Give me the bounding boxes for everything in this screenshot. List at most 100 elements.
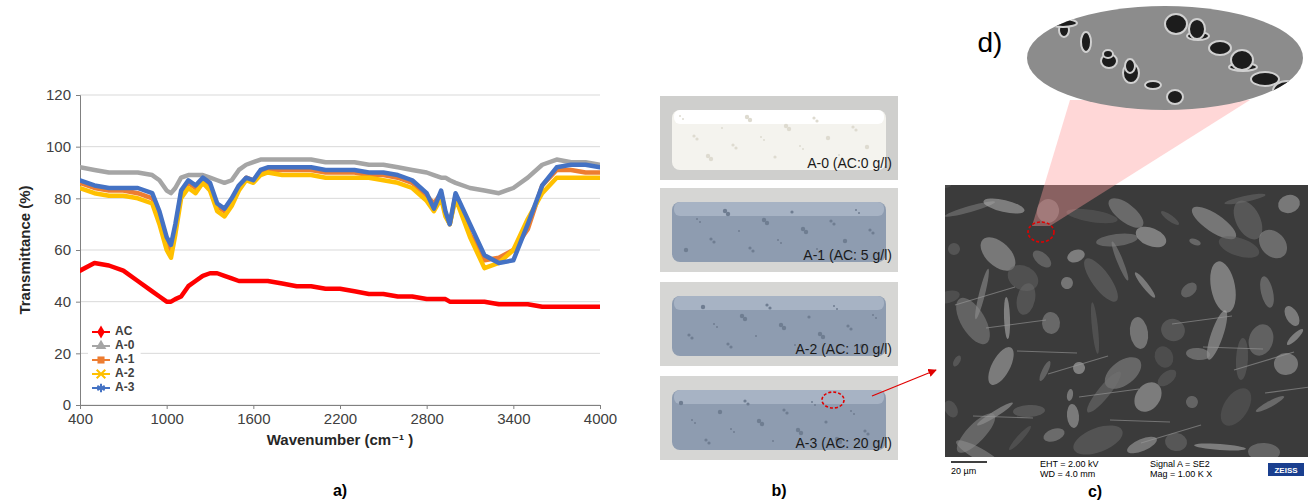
x-tick: 4000 (584, 405, 617, 427)
sample-pore (782, 326, 786, 330)
sem-feature (1254, 394, 1285, 414)
sem-info-bar (945, 457, 1308, 481)
sem-feature (1184, 394, 1201, 411)
sample-pore (718, 410, 722, 414)
sem-texture (945, 185, 1308, 457)
sample-pore (802, 148, 804, 150)
grid-line (80, 95, 600, 96)
sample-pore (799, 145, 801, 147)
sample-pore (713, 323, 715, 325)
photo: A-0 (AC:0 g/l) (660, 96, 898, 180)
sample-pore (790, 210, 793, 213)
y-tick-label: 80 (54, 190, 71, 207)
sample-pore (746, 402, 749, 405)
sem-feature (1258, 275, 1277, 309)
sample-pore (738, 230, 740, 232)
photo-label: A-0 (AC:0 g/l) (807, 155, 892, 171)
sample-pore (692, 134, 695, 137)
y-tick-mark (76, 353, 80, 354)
x-tick-mark (427, 405, 428, 409)
zoom-pore (1251, 72, 1279, 86)
zoom-pore (1167, 90, 1183, 104)
legend-label: A-0 (115, 338, 135, 352)
zoom-pore (1209, 41, 1231, 55)
sem-feature (1274, 353, 1298, 375)
x-tick-mark (600, 405, 601, 409)
sem-feature (1281, 303, 1302, 328)
grid-line (80, 250, 600, 251)
y-tick: 0 (63, 396, 80, 413)
sem-feature (1065, 247, 1086, 264)
y-tick-label: 0 (63, 396, 71, 413)
sample-pore (760, 422, 764, 426)
sample-pore (691, 419, 693, 421)
sample-pore (855, 209, 857, 211)
sample-top (674, 202, 884, 216)
series-line (80, 173, 600, 269)
sample-pore (829, 219, 832, 222)
sample-pore (726, 342, 729, 345)
sem-feature (1188, 237, 1201, 247)
sample-pore (868, 228, 871, 231)
sample-pore (687, 333, 690, 336)
x-tick-mark (167, 405, 168, 409)
sample-pore (787, 127, 791, 131)
sample-pore (743, 317, 747, 321)
sem-feature (1178, 280, 1200, 301)
sem-feature (1003, 297, 1010, 339)
photo-label: A-2 (AC: 10 g/l) (796, 341, 892, 357)
x-tick-label: 1000 (150, 410, 183, 427)
legend-label: A-1 (115, 352, 135, 366)
sample-pore (696, 218, 698, 220)
sample-top (674, 390, 884, 404)
legend-marker (96, 340, 107, 349)
series-line (80, 263, 600, 307)
sem-feature (1071, 360, 1088, 377)
sample-pore (814, 404, 816, 406)
sem-feature (946, 241, 963, 258)
legend-item: A-1 (92, 352, 135, 366)
legend-label: A-2 (115, 366, 135, 380)
sem-feature (1133, 271, 1157, 300)
sample-pore (780, 242, 782, 244)
y-axis-line (76, 96, 81, 406)
y-tick-mark (76, 405, 80, 406)
x-tick-mark (253, 405, 254, 409)
photo-panel: A-0 (AC:0 g/l)A-1 (AC: 5 g/l)A-2 (AC: 10… (660, 96, 898, 460)
sem-feature (1089, 302, 1100, 354)
sem-feature (973, 268, 991, 320)
legend-marker (97, 325, 105, 338)
zoom-background (1027, 6, 1303, 110)
sample-pore (709, 237, 712, 240)
sample-pore (765, 221, 769, 225)
sample-pore (773, 155, 776, 158)
series-line (80, 165, 600, 263)
x-tick-mark (513, 405, 514, 409)
sem-feature (953, 436, 1004, 457)
y-tick-mark (76, 198, 80, 199)
sem-feature (983, 343, 1019, 389)
sample-pore (821, 335, 825, 339)
sample-pore (701, 305, 705, 309)
sem-feature (1013, 404, 1046, 418)
sem-feature (1133, 223, 1169, 252)
sample-pore (684, 248, 688, 252)
sample-top (674, 110, 884, 124)
sem-image (945, 185, 1308, 457)
sem-feature (1078, 254, 1123, 307)
sem-feature (1128, 316, 1150, 350)
x-tick-label: 3400 (497, 410, 530, 427)
x-tick: 1600 (237, 405, 270, 427)
sample-pore (733, 431, 735, 433)
sample-pore (694, 422, 696, 424)
sample-pore (707, 441, 710, 444)
sample-pore (748, 246, 751, 249)
sample-pore (751, 249, 754, 252)
sample-pore (777, 239, 779, 241)
legend-label: AC (115, 324, 133, 338)
x-tick: 2200 (324, 405, 357, 427)
zoom-pore (1049, 19, 1077, 27)
sem-feature (1214, 383, 1257, 431)
y-tick-mark (76, 250, 80, 251)
y-tick: 40 (54, 293, 80, 310)
